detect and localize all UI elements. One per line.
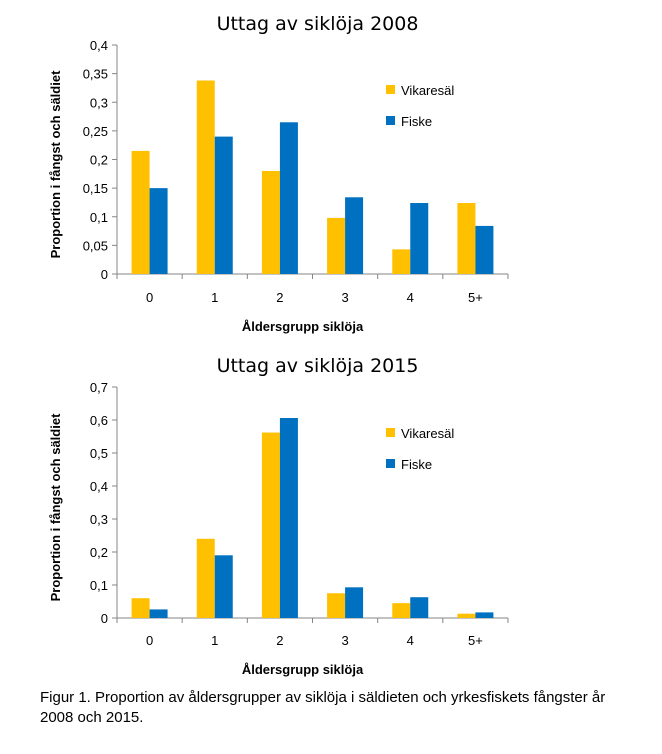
bar-fiske <box>475 225 494 274</box>
bar-vikaresal <box>261 170 280 274</box>
y-tick-label: 0,15 <box>83 181 108 196</box>
bar-vikaresal <box>261 432 280 618</box>
y-tick-label: 0 <box>101 267 108 282</box>
x-tick-label: 5+ <box>468 633 483 648</box>
y-tick-label: 0,2 <box>90 153 108 168</box>
y-axis-title: Proportion i fångst och säldiet <box>48 413 63 601</box>
x-tick-label: 2 <box>276 290 283 305</box>
figure-caption: Figur 1. Proportion av åldersgrupper av … <box>40 689 606 726</box>
x-tick-label: 4 <box>407 290 414 305</box>
bar-vikaresal <box>392 249 411 274</box>
y-axis-title: Proportion i fångst och säldiet <box>48 70 63 258</box>
legend-swatch <box>386 85 395 94</box>
x-tick-label: 1 <box>211 290 218 305</box>
bar-fiske <box>279 122 298 274</box>
chart-1: Uttag av siklöja 2008 0 0,05 0,1 0,15 0,2 0,25… <box>48 13 509 334</box>
y-tick-label: 0,2 <box>90 545 108 560</box>
x-tick-label: 5+ <box>468 290 483 305</box>
bar-fiske <box>410 597 429 618</box>
x-axis-title: Åldersgrupp siklöja <box>242 319 364 334</box>
legend-swatch <box>386 116 395 125</box>
legend-swatch <box>386 428 395 437</box>
bar-vikaresal <box>131 598 150 618</box>
x-tick-label: 2 <box>276 633 283 648</box>
y-tick-label: 0 <box>101 611 108 626</box>
bar-vikaresal <box>457 203 476 274</box>
y-tick-label: 0,4 <box>90 479 108 494</box>
legend-label: Vikaresäl <box>401 426 454 441</box>
y-tick-label: 0,6 <box>90 413 108 428</box>
legend-label: Vikaresäl <box>401 83 454 98</box>
chart-title: Uttag av siklöja 2008 <box>217 13 419 35</box>
bar-fiske <box>279 418 298 618</box>
x-tick-label: 3 <box>341 633 348 648</box>
bar-fiske <box>214 136 233 274</box>
bar-fiske <box>475 612 494 618</box>
bar-fiske <box>149 188 168 274</box>
legend-swatch <box>386 459 395 468</box>
y-tick-label: 0,05 <box>83 238 108 253</box>
bar-fiske <box>214 555 233 618</box>
bar-vikaresal <box>131 150 150 274</box>
bar-vikaresal <box>196 538 215 618</box>
bar-vikaresal <box>327 593 346 618</box>
y-tick-label: 0,4 <box>90 38 108 53</box>
bar-vikaresal <box>196 80 215 275</box>
x-tick-label: 1 <box>211 633 218 648</box>
y-tick-label: 0,1 <box>90 578 108 593</box>
x-tick-label: 4 <box>407 633 414 648</box>
y-tick-label: 0,1 <box>90 210 108 225</box>
bar-vikaresal <box>457 613 476 618</box>
bar-fiske <box>410 203 429 274</box>
x-tick-label: 0 <box>146 290 153 305</box>
y-tick-label: 0,7 <box>90 380 108 395</box>
y-tick-label: 0,25 <box>83 124 108 139</box>
x-axis-title: Åldersgrupp siklöja <box>242 662 364 677</box>
y-tick-label: 0,35 <box>83 67 108 82</box>
y-tick-label: 0,3 <box>90 95 108 110</box>
chart-2: Uttag av siklöja 2015 0 0,1 0,2 0,3 0,4 0,5 0,6… <box>48 355 509 677</box>
bar-fiske <box>149 609 168 618</box>
y-tick-label: 0,5 <box>90 446 108 461</box>
y-tick-label: 0,3 <box>90 512 108 527</box>
chart-title: Uttag av siklöja 2015 <box>217 355 419 377</box>
x-tick-label: 3 <box>341 290 348 305</box>
legend-label: Fiske <box>401 457 432 472</box>
bar-fiske <box>345 197 364 274</box>
bar-vikaresal <box>327 217 346 274</box>
x-tick-label: 0 <box>146 633 153 648</box>
bar-vikaresal <box>392 603 411 618</box>
bar-fiske <box>345 587 364 618</box>
legend-label: Fiske <box>401 114 432 129</box>
